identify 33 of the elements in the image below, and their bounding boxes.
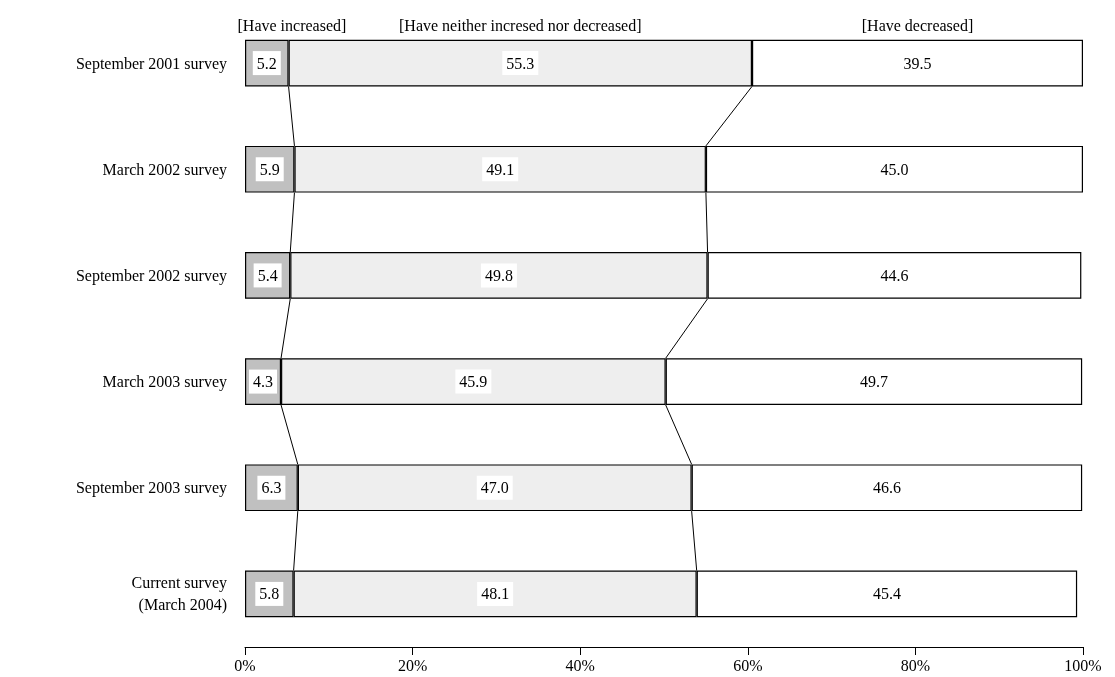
text: 45.0 xyxy=(880,160,909,178)
x-tick-label: 40% xyxy=(565,656,595,674)
series-label: [Have increased] xyxy=(237,16,347,34)
text: 46.6 xyxy=(872,479,901,497)
y-tick-label: September 2003 survey xyxy=(75,479,227,498)
text: 5.4 xyxy=(257,266,278,284)
y-tick-label: March 2002 survey xyxy=(102,160,227,179)
x-tick-label: 20% xyxy=(397,656,428,674)
text: 39.5 xyxy=(903,54,932,72)
series-label: [Have neither incresed nor decreased] xyxy=(399,16,642,34)
text: 5.9 xyxy=(259,160,280,178)
text: 5.2 xyxy=(256,54,277,72)
x-tick-label: 80% xyxy=(900,656,931,674)
text: 47.0 xyxy=(480,479,509,497)
series-label: [Have decreased] xyxy=(861,16,974,34)
y-tick-label: March 2003 survey xyxy=(102,373,227,392)
text: 48.1 xyxy=(481,585,510,603)
text: 49.1 xyxy=(486,160,515,178)
text: 49.7 xyxy=(859,373,888,391)
y-tick-label: September 2001 survey xyxy=(75,54,227,73)
text: 4.3 xyxy=(253,373,274,391)
x-tick-label: 0% xyxy=(234,656,256,674)
y-tick-label: Current survey (March 2004) xyxy=(131,574,227,615)
text: 45.4 xyxy=(872,585,901,603)
text: 49.8 xyxy=(484,266,513,284)
text: 5.8 xyxy=(259,585,280,603)
text: 6.3 xyxy=(261,479,282,497)
y-tick-label: September 2002 survey xyxy=(75,266,227,285)
x-tick-label: 60% xyxy=(733,656,763,674)
text: 44.6 xyxy=(880,266,909,284)
text: 55.3 xyxy=(506,54,535,72)
x-tick-label: 100% xyxy=(1064,656,1102,674)
text: 45.9 xyxy=(459,373,488,391)
